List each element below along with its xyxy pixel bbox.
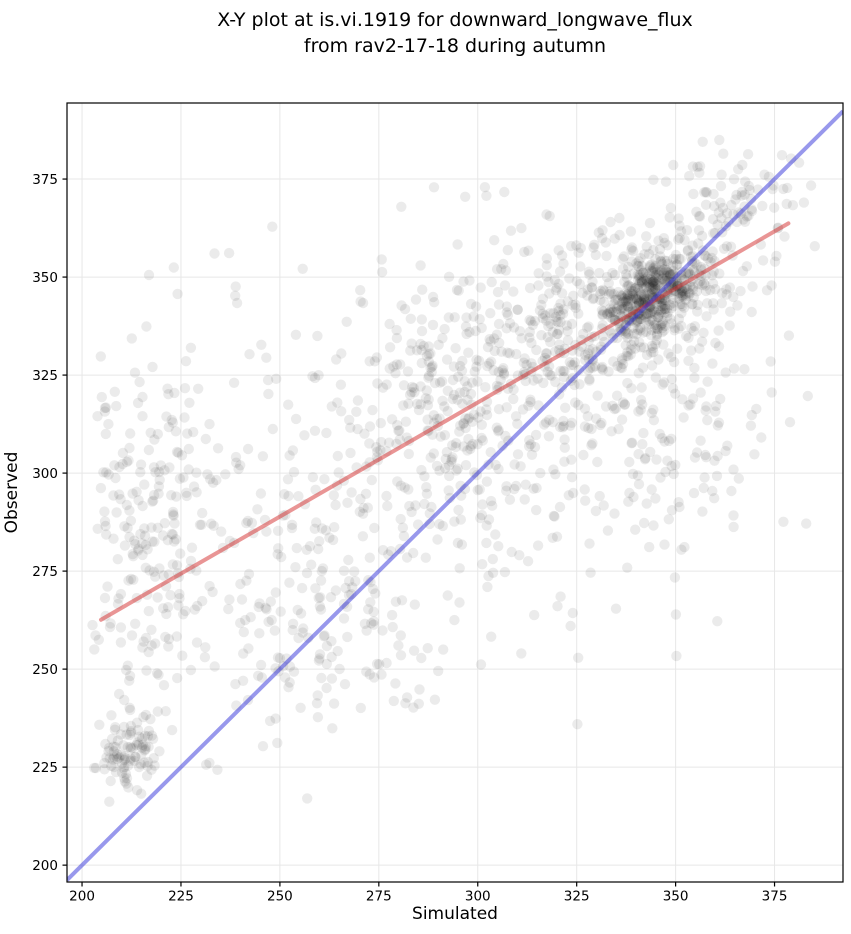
x-axis-label: Simulated xyxy=(412,904,498,924)
svg-text:300: 300 xyxy=(465,889,491,905)
svg-text:325: 325 xyxy=(32,368,58,384)
plot-generated-content: 200 225 250 275 300 325 350 375 200 225 250 275 300 3… xyxy=(32,102,844,905)
svg-text:350: 350 xyxy=(32,270,58,286)
svg-text:375: 375 xyxy=(32,172,58,188)
svg-text:275: 275 xyxy=(32,564,58,580)
x-tick-labels: 200 225 250 275 300 325 350 375 xyxy=(69,889,787,905)
svg-text:200: 200 xyxy=(69,889,95,905)
svg-text:250: 250 xyxy=(32,662,58,678)
svg-text:325: 325 xyxy=(564,889,590,905)
svg-text:300: 300 xyxy=(32,466,58,482)
overlay-lines xyxy=(67,109,843,882)
svg-text:275: 275 xyxy=(366,889,392,905)
y-axis-label: Observed xyxy=(2,452,22,534)
chart-title: X-Y plot at is.vi.1919 for downward_long… xyxy=(67,7,843,59)
svg-text:250: 250 xyxy=(267,889,293,905)
svg-text:200: 200 xyxy=(32,858,58,874)
plot-border xyxy=(66,102,844,883)
svg-text:225: 225 xyxy=(32,760,58,776)
svg-text:350: 350 xyxy=(663,889,689,905)
y-tick-labels: 200 225 250 275 300 325 350 375 xyxy=(32,172,58,874)
one-to-one-line xyxy=(67,109,843,882)
x-axis-ticks xyxy=(81,882,776,887)
chart-title-line-1: X-Y plot at is.vi.1919 for downward_long… xyxy=(217,9,693,31)
regression-line xyxy=(99,221,791,622)
y-axis-ticks xyxy=(62,178,67,866)
chart-title-line-2: from rav2-17-18 during autumn xyxy=(303,35,607,57)
gridlines xyxy=(67,103,843,882)
svg-text:225: 225 xyxy=(168,889,194,905)
scatter-points xyxy=(87,134,820,807)
svg-text:375: 375 xyxy=(762,889,788,905)
